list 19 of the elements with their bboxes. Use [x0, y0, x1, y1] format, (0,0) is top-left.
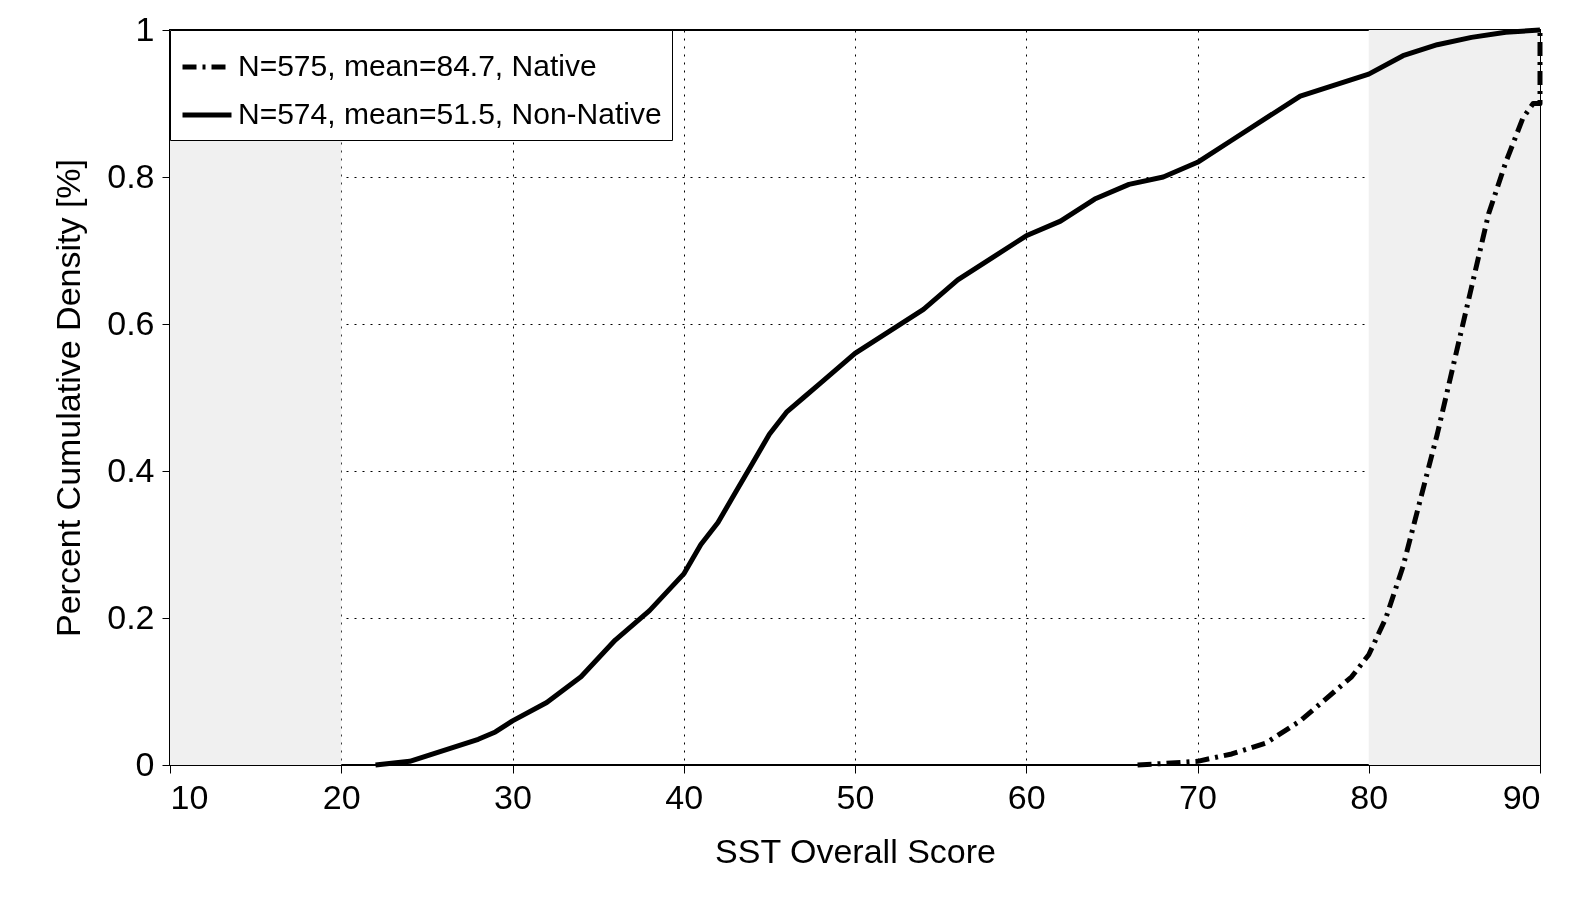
x-tick-label: 70	[1179, 777, 1217, 816]
x-tick-label: 50	[836, 777, 875, 816]
y-tick-label: 0	[135, 744, 155, 783]
legend-label: N=575, mean=84.7, Native	[238, 49, 597, 82]
y-tick-label: 1	[135, 9, 155, 48]
y-axis-title: Percent Cumulative Density [%]	[49, 158, 88, 638]
x-tick-label: 10	[170, 777, 209, 816]
y-tick-label: 0.2	[107, 597, 155, 636]
x-axis-title: SST Overall Score	[715, 831, 996, 870]
x-tick-label: 40	[665, 777, 704, 816]
y-tick-label: 0.8	[107, 156, 155, 195]
x-tick-label: 60	[1007, 777, 1046, 816]
y-tick-label: 0.4	[107, 450, 155, 489]
x-tick-label: 90	[1502, 777, 1541, 816]
x-tick-label: 20	[322, 777, 361, 816]
legend-label: N=574, mean=51.5, Non-Native	[238, 97, 662, 130]
x-tick-label: 80	[1350, 777, 1389, 816]
x-tick-label: 30	[494, 777, 532, 816]
y-tick-label: 0.6	[107, 303, 155, 342]
